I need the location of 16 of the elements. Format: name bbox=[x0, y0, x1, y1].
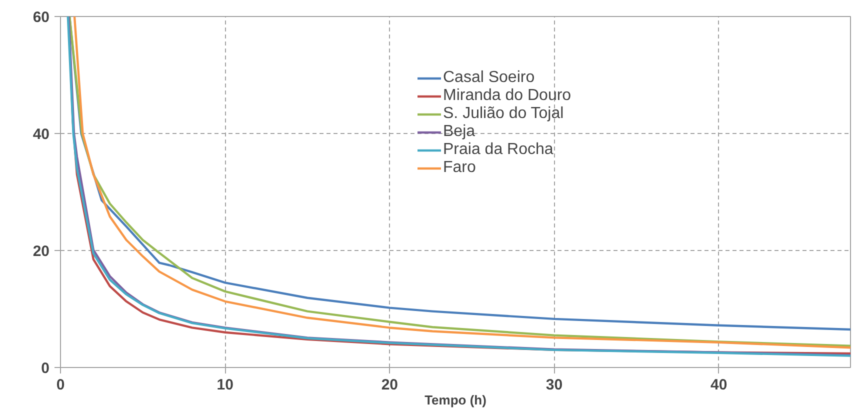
y-tick-label: 40 bbox=[32, 126, 50, 143]
x-tick-label: 30 bbox=[546, 376, 563, 394]
y-tick-label: 0 bbox=[41, 360, 50, 377]
x-axis-title: Tempo (h) bbox=[424, 392, 486, 408]
x-tick-label: 0 bbox=[56, 376, 65, 394]
legend-label: Praia da Rocha bbox=[443, 141, 554, 159]
legend-label: Miranda do Douro bbox=[443, 87, 572, 105]
x-tick-label: 20 bbox=[381, 376, 398, 394]
legend-label: Beja bbox=[443, 123, 476, 141]
y-tick-label: 60 bbox=[32, 9, 50, 26]
legend-label: S. Julião do Tojal bbox=[443, 105, 564, 123]
y-tick-label: 20 bbox=[32, 243, 50, 260]
legend-label: Faro bbox=[443, 159, 476, 177]
x-tick-label: 10 bbox=[216, 376, 234, 394]
legend-label: Casal Soeiro bbox=[443, 69, 535, 87]
x-tick-label: 40 bbox=[710, 376, 728, 394]
